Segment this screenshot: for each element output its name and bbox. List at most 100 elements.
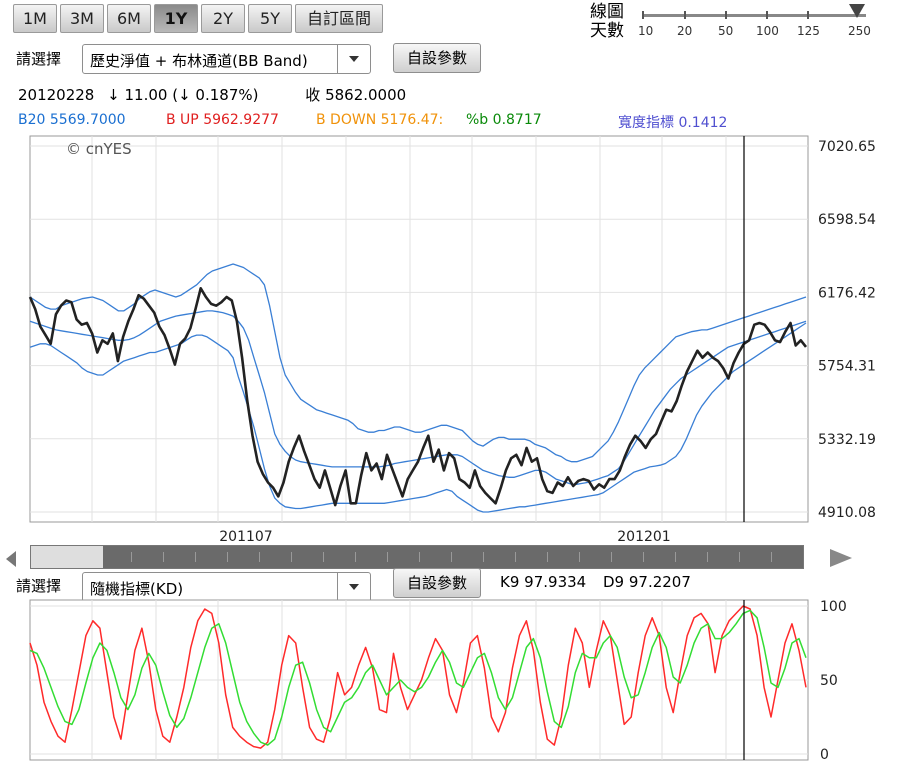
scrollbar-tick — [419, 552, 420, 562]
indicator-select[interactable]: 歷史淨值 + 布林通道(BB Band) — [82, 44, 371, 74]
watermark: © cnYES — [66, 140, 132, 158]
slider-value-10: 10 — [638, 24, 654, 38]
oscillator-select[interactable]: 隨機指標(KD) — [82, 572, 371, 602]
scrollbar-tick — [131, 552, 132, 562]
bup-label: B UP — [166, 112, 199, 128]
scrollbar-tick — [355, 552, 356, 562]
x-tick-label: 201107 — [219, 529, 272, 545]
bdown-label: B DOWN — [316, 112, 377, 128]
scrollbar-tick — [259, 552, 260, 562]
range-button-1y[interactable]: 1Y — [154, 4, 198, 33]
scrollbar-tick — [643, 552, 644, 562]
range-button-2y[interactable]: 2Y — [201, 4, 245, 33]
scroll-right-arrow-icon[interactable] — [830, 549, 852, 567]
scrollbar-tick — [195, 552, 196, 562]
series-line-d — [29, 609, 807, 746]
scrollbar-tick — [451, 552, 452, 562]
k-value: 97.9334 — [524, 573, 587, 591]
line-days-label: 線圖 天數 — [590, 3, 632, 41]
bb-legend-pctb: %b 0.8717 — [466, 112, 542, 128]
scrollbar-unselected-region — [31, 546, 103, 568]
range-button-3m[interactable]: 3M — [60, 4, 104, 33]
k-label: K9 — [500, 573, 520, 591]
top-select-label: 請選擇 — [16, 50, 62, 68]
bb-legend-bdown: B DOWN 5176.47: — [316, 112, 443, 128]
oscillator-select-value: 隨機指標(KD) — [90, 580, 184, 598]
custom-params-button[interactable]: 自設參數 — [393, 43, 481, 73]
y-tick-label: 100 — [820, 599, 847, 615]
info-change: 11.00 — [124, 86, 168, 104]
range-button-5y[interactable]: 5Y — [248, 4, 292, 33]
info-close-label: 收 — [305, 86, 321, 104]
scrollbar-tick — [291, 552, 292, 562]
pctb-label: %b — [466, 112, 489, 128]
series-line-b_down — [29, 322, 807, 513]
series-line-b_up — [29, 263, 807, 463]
scrollbar-tick — [515, 552, 516, 562]
series-line-k — [29, 605, 807, 749]
scrollbar-ticks — [31, 546, 803, 568]
bb-legend-bup: B UP 5962.9277 — [166, 112, 279, 128]
scrollbar-tick — [387, 552, 388, 562]
b20-value: 5569.7000 — [49, 112, 126, 128]
scrollbar-tick — [579, 552, 580, 562]
kd-values: K9 97.9334 D9 97.2207 — [500, 573, 691, 591]
line-days-label-bottom: 天數 — [590, 21, 624, 41]
slider-value-125: 125 — [797, 24, 820, 38]
bdown-value: 5176.47: — [380, 112, 444, 128]
slider-value-50: 50 — [718, 24, 734, 38]
slider-tick-100 — [766, 11, 768, 19]
slider-tick-20 — [684, 11, 686, 19]
scroll-left-arrow-icon[interactable] — [6, 551, 16, 567]
scrollbar-tick — [739, 552, 740, 562]
scrollbar-tick — [611, 552, 612, 562]
bup-value: 5962.9277 — [203, 112, 279, 128]
down-arrow-icon: ↓ — [107, 86, 120, 104]
bottom-select-label: 請選擇 — [16, 577, 62, 595]
bb-legend-b20: B20 5569.7000 — [18, 112, 126, 128]
scrollbar-tick — [771, 552, 772, 562]
line-days-slider[interactable]: 10 20 50 100 125 250 — [636, 0, 876, 40]
slider-value-100: 100 — [756, 24, 779, 38]
scrollbar-tick — [483, 552, 484, 562]
y-tick-label: 4910.08 — [818, 505, 876, 521]
scrollbar-tick — [547, 552, 548, 562]
range-button-custom[interactable]: 自訂區間 — [295, 4, 383, 33]
kd-chart[interactable]: 100 50 0 — [0, 596, 900, 768]
info-line: 20120228 ↓ 11.00 (↓ 0.187%) 收 5862.0000 — [18, 84, 406, 105]
slider-value-250: 250 — [848, 24, 871, 38]
width-label: 寬度指標 — [618, 115, 674, 131]
slider-tick-10 — [642, 11, 644, 19]
oscillator-custom-params-button[interactable]: 自設參數 — [393, 568, 481, 598]
bb-legend-width: 寬度指標 0.1412 — [618, 112, 727, 132]
chevron-down-icon[interactable] — [337, 573, 370, 601]
info-close-value: 5862.0000 — [325, 86, 407, 104]
price-chart[interactable]: 7020.65 6598.54 6176.42 5754.31 5332.19 4910.… — [0, 130, 900, 545]
scrollbar-tick — [675, 552, 676, 562]
scrollbar-tick — [707, 552, 708, 562]
range-button-1m[interactable]: 1M — [13, 4, 57, 33]
y-tick-label: 5754.31 — [818, 359, 876, 375]
slider-tick-50 — [725, 11, 727, 19]
timeline-scrollbar[interactable] — [30, 545, 804, 569]
y-tick-label: 6598.54 — [818, 212, 876, 228]
y-tick-label: 7020.65 — [818, 139, 876, 155]
range-button-6m[interactable]: 6M — [107, 4, 151, 33]
series-line-nav — [28, 286, 808, 507]
slider-value-20: 20 — [677, 24, 693, 38]
range-button-group: 1M 3M 6M 1Y 2Y 5Y 自訂區間 — [0, 0, 400, 36]
d-value: 97.2207 — [628, 573, 691, 591]
price-chart-frame — [29, 135, 809, 523]
slider-tick-125 — [807, 11, 809, 19]
y-tick-label: 50 — [820, 673, 838, 689]
d-label: D9 — [602, 573, 625, 591]
scrollbar-tick — [227, 552, 228, 562]
pctb-value: 0.8717 — [492, 112, 542, 128]
x-tick-label: 201201 — [617, 529, 670, 545]
chevron-down-icon[interactable] — [337, 45, 370, 73]
slider-track — [642, 14, 866, 17]
b20-label: B20 — [18, 112, 46, 128]
slider-thumb[interactable] — [849, 4, 865, 18]
y-tick-label: 0 — [820, 747, 829, 763]
info-date: 20120228 — [18, 86, 95, 104]
